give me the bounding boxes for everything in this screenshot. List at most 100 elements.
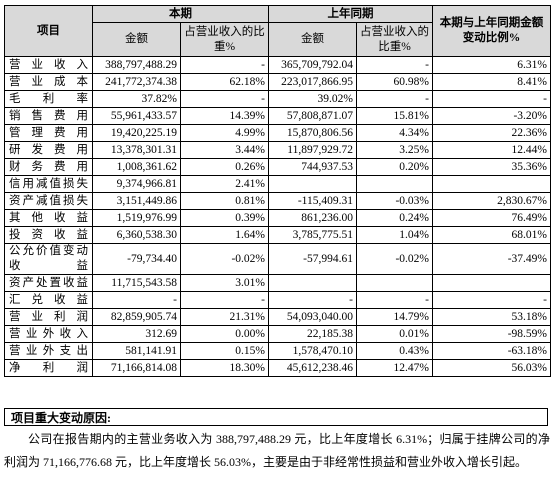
value-cell: 3,785,775.51	[268, 226, 357, 244]
table-row: 管理费用 19,420,225.19 4.99% 15,870,806.56 4.34%…	[4, 124, 551, 142]
value-cell: 14.79%	[356, 308, 433, 326]
table-row: 财务费用 1,008,361.62 0.26% 744,937.53 0.20% 35.3…	[4, 158, 551, 176]
value-cell	[268, 175, 357, 193]
value-cell: -	[92, 291, 181, 309]
row-label: 财务费用	[4, 158, 93, 176]
value-cell: 15.81%	[356, 107, 433, 125]
value-cell: -0.03%	[356, 192, 433, 210]
table-row: 资产减值损失 3,151,449.86 0.81% -115,409.31 -0.03%…	[4, 192, 551, 210]
value-cell: 12.47%	[356, 359, 433, 377]
value-cell: 19,420,225.19	[92, 124, 181, 142]
value-cell: -	[432, 291, 551, 309]
value-cell: -98.59%	[432, 325, 551, 343]
table-row: 信用减值损失 9,374,966.81 2.41%	[4, 175, 551, 193]
value-cell: 68.01%	[432, 226, 551, 244]
value-cell: 0.24%	[356, 209, 433, 227]
value-cell: -37.49%	[432, 243, 551, 275]
value-cell: 11,715,543.58	[92, 274, 181, 292]
value-cell: 9,374,966.81	[92, 175, 181, 193]
value-cell: -	[356, 291, 433, 309]
table-row: 投资收益 6,360,538.30 1.64% 3,785,775.51 1.04% 68…	[4, 226, 551, 244]
table-row: 资产处置收益 11,715,543.58 3.01%	[4, 274, 551, 292]
value-cell: 62.18%	[180, 73, 269, 91]
value-cell: 861,236.00	[268, 209, 357, 227]
value-cell: 22.36%	[432, 124, 551, 142]
row-label: 销售费用	[4, 107, 93, 125]
value-cell: 6,360,538.30	[92, 226, 181, 244]
value-cell: 12.44%	[432, 141, 551, 159]
value-cell	[432, 274, 551, 292]
value-cell: 365,709,792.04	[268, 56, 357, 74]
value-cell: 35.36%	[432, 158, 551, 176]
row-label: 汇兑收益	[4, 291, 93, 309]
value-cell: 4.99%	[180, 124, 269, 142]
value-cell: 14.39%	[180, 107, 269, 125]
value-cell	[356, 274, 433, 292]
table-header: 项目 本期 上年同期 本期与上年同期金额变动比例% 金额 占营业收入的比重% 金…	[4, 5, 551, 57]
value-cell: 60.98%	[356, 73, 433, 91]
value-cell: 53.18%	[432, 308, 551, 326]
value-cell: 312.69	[92, 325, 181, 343]
value-cell: -	[180, 56, 269, 74]
value-cell: 0.20%	[356, 158, 433, 176]
value-cell: 3.44%	[180, 141, 269, 159]
notes-title: 项目重大变动原因:	[4, 408, 548, 426]
row-label: 管理费用	[4, 124, 93, 142]
value-cell: 6.31%	[432, 56, 551, 74]
value-cell	[268, 274, 357, 292]
table-row: 营业外收入 312.69 0.00% 22,185.38 0.01% -98.59%	[4, 325, 551, 343]
value-cell: 71,166,814.08	[92, 359, 181, 377]
value-cell: 56.03%	[432, 359, 551, 377]
value-cell: 57,808,871.07	[268, 107, 357, 125]
table-body: 营业收入 388,797,488.29-365,709,792.04-6.31% 营…	[4, 56, 551, 377]
row-label: 毛利率	[4, 90, 93, 108]
value-cell: 223,017,866.95	[268, 73, 357, 91]
value-cell: 2,830.67%	[432, 192, 551, 210]
value-cell: -	[180, 90, 269, 108]
table-row: 销售费用 55,961,433.57 14.39% 57,808,871.07 15.8…	[4, 107, 551, 125]
value-cell: 744,937.53	[268, 158, 357, 176]
row-label: 净利润	[4, 359, 93, 377]
value-cell: 0.15%	[180, 342, 269, 360]
income-table: 项目 本期 上年同期 本期与上年同期金额变动比例% 金额 占营业收入的比重% 金…	[4, 5, 551, 377]
value-cell: 82,859,905.74	[92, 308, 181, 326]
value-cell: 0.39%	[180, 209, 269, 227]
row-label: 信用减值损失	[4, 175, 93, 193]
value-cell: 241,772,374.38	[92, 73, 181, 91]
value-cell: 0.01%	[356, 325, 433, 343]
value-cell: 3,151,449.86	[92, 192, 181, 210]
value-cell: -57,994.61	[268, 243, 357, 275]
value-cell: 37.82%	[92, 90, 181, 108]
value-cell: 54,093,040.00	[268, 308, 357, 326]
row-label: 资产减值损失	[4, 192, 93, 210]
table-row: 营业外支出 581,141.91 0.15% 1,578,470.10 0.43% -63…	[4, 342, 551, 360]
value-cell: -0.02%	[356, 243, 433, 275]
value-cell: -	[356, 90, 433, 108]
table-row: 营业利润 82,859,905.74 21.31% 54,093,040.00 14.7…	[4, 308, 551, 326]
value-cell: -3.20%	[432, 107, 551, 125]
value-cell: 0.00%	[180, 325, 269, 343]
value-cell: 8.41%	[432, 73, 551, 91]
value-cell: 581,141.91	[92, 342, 181, 360]
row-label: 投资收益	[4, 226, 93, 244]
value-cell: 55,961,433.57	[92, 107, 181, 125]
value-cell: -	[432, 90, 551, 108]
row-label: 资产处置收益	[4, 274, 93, 292]
value-cell: -	[180, 291, 269, 309]
value-cell: -	[356, 56, 433, 74]
row-label: 营业外支出	[4, 342, 93, 360]
header-cell: 上年同期	[268, 5, 433, 23]
header-cell: 项目	[4, 5, 93, 57]
value-cell: 4.34%	[356, 124, 433, 142]
row-label: 公允价值变动收益	[4, 243, 93, 275]
header-cell: 占营业收入的比重%	[180, 22, 269, 57]
table-row: 营业成本 241,772,374.38 62.18% 223,017,866.95 60…	[4, 73, 551, 91]
value-cell: 0.81%	[180, 192, 269, 210]
row-label: 营业收入	[4, 56, 93, 74]
value-cell: 2.41%	[180, 175, 269, 193]
value-cell: 22,185.38	[268, 325, 357, 343]
value-cell: -63.18%	[432, 342, 551, 360]
value-cell: 39.02%	[268, 90, 357, 108]
value-cell: 3.25%	[356, 141, 433, 159]
header-cell: 金额	[92, 22, 181, 57]
